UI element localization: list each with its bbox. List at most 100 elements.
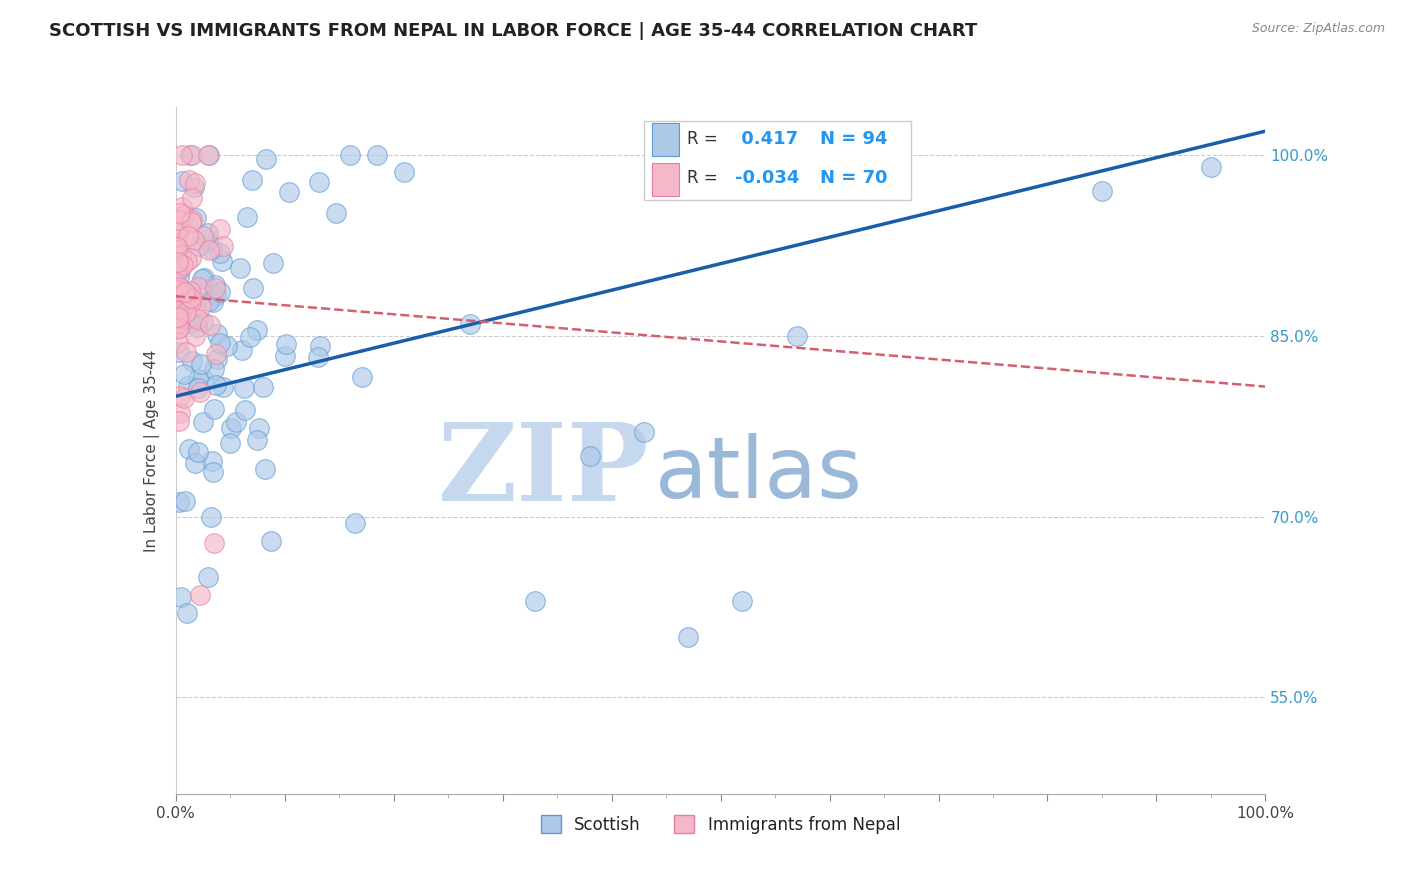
Text: N = 70: N = 70 xyxy=(821,169,889,187)
Point xyxy=(177,292,200,306)
Point xyxy=(524,594,547,608)
Point xyxy=(170,296,193,310)
Point xyxy=(676,630,699,644)
Point xyxy=(215,339,238,353)
Point xyxy=(731,594,754,608)
Point xyxy=(170,311,193,326)
Point xyxy=(209,335,232,350)
Point xyxy=(204,281,226,295)
Point xyxy=(187,372,209,386)
Point xyxy=(176,345,198,359)
Point xyxy=(208,221,231,235)
Point xyxy=(169,388,191,402)
Point xyxy=(170,247,193,261)
Point xyxy=(166,255,188,269)
Point xyxy=(193,416,215,430)
Point xyxy=(188,239,211,253)
Point xyxy=(169,224,191,238)
Point xyxy=(187,312,209,326)
Point xyxy=(170,200,193,214)
Point xyxy=(207,352,229,367)
Point xyxy=(202,402,225,417)
Point xyxy=(191,315,214,329)
Point xyxy=(277,186,299,200)
Point xyxy=(1091,185,1114,199)
Point xyxy=(166,334,188,349)
Point xyxy=(325,206,347,220)
Point xyxy=(173,286,195,301)
Point xyxy=(167,344,190,359)
Text: 0.417: 0.417 xyxy=(735,130,799,148)
Point xyxy=(184,456,207,470)
Point xyxy=(394,164,416,178)
Point xyxy=(166,230,188,244)
Point xyxy=(177,229,200,244)
Point xyxy=(170,219,193,233)
Point xyxy=(181,191,204,205)
Text: ZIP: ZIP xyxy=(439,418,650,524)
Point xyxy=(197,227,219,241)
Point xyxy=(260,533,283,548)
Point xyxy=(183,233,205,247)
Point xyxy=(190,299,212,313)
Point xyxy=(207,326,229,341)
Point xyxy=(197,570,219,584)
Y-axis label: In Labor Force | Age 35-44: In Labor Force | Age 35-44 xyxy=(143,350,160,551)
Point xyxy=(579,450,602,464)
Point xyxy=(197,148,219,162)
Text: R =: R = xyxy=(688,130,718,148)
Point xyxy=(191,272,214,286)
Point xyxy=(169,305,191,319)
Point xyxy=(166,264,188,278)
Point xyxy=(191,229,214,244)
Point xyxy=(169,321,191,335)
Point xyxy=(202,536,225,550)
Point xyxy=(197,244,219,258)
Text: N = 94: N = 94 xyxy=(821,130,889,148)
Point xyxy=(167,310,190,325)
Point xyxy=(344,516,367,530)
Point xyxy=(173,391,195,405)
Point xyxy=(174,291,197,305)
Point xyxy=(198,293,221,308)
Point xyxy=(180,215,202,229)
Point xyxy=(167,495,190,509)
Point xyxy=(180,353,202,368)
Point xyxy=(176,378,198,392)
Point xyxy=(172,258,194,272)
Point xyxy=(209,246,232,260)
Point xyxy=(170,148,193,162)
Point xyxy=(262,256,284,270)
Text: R =: R = xyxy=(688,169,718,187)
Point xyxy=(187,444,209,458)
Point xyxy=(180,291,202,305)
Point xyxy=(200,282,222,296)
Point xyxy=(229,261,252,276)
Point xyxy=(201,294,224,309)
Point xyxy=(1199,161,1222,175)
Point xyxy=(366,148,388,162)
Point xyxy=(786,329,808,343)
FancyBboxPatch shape xyxy=(644,120,911,200)
Point xyxy=(202,466,225,480)
Point xyxy=(166,223,188,237)
Point xyxy=(187,280,209,294)
Point xyxy=(246,323,269,337)
Point xyxy=(180,295,202,310)
Point xyxy=(190,357,212,371)
Point xyxy=(184,299,207,313)
Point xyxy=(236,210,259,224)
Text: Source: ZipAtlas.com: Source: ZipAtlas.com xyxy=(1251,22,1385,36)
Text: SCOTTISH VS IMMIGRANTS FROM NEPAL IN LABOR FORCE | AGE 35-44 CORRELATION CHART: SCOTTISH VS IMMIGRANTS FROM NEPAL IN LAB… xyxy=(49,22,977,40)
Point xyxy=(202,362,225,376)
FancyBboxPatch shape xyxy=(652,123,679,156)
Point xyxy=(211,239,233,253)
Point xyxy=(169,284,191,298)
Point xyxy=(240,172,263,186)
Point xyxy=(179,148,201,162)
Point xyxy=(184,211,207,225)
Point xyxy=(188,385,211,400)
Point xyxy=(242,281,264,295)
Point xyxy=(211,254,233,268)
Point xyxy=(179,442,201,457)
